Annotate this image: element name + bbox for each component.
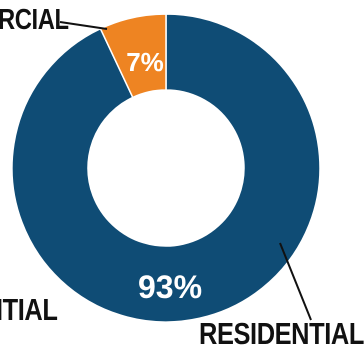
slice-commercial <box>99 13 167 99</box>
slice-residential <box>11 13 321 323</box>
category-label-commercial-partial: RCIAL <box>0 4 69 36</box>
slices-group <box>11 13 321 323</box>
leader-lines-group <box>59 21 312 321</box>
leader-line-commercial <box>59 21 108 30</box>
category-label-residential-partial: ITIAL <box>0 292 58 327</box>
leader-line-residential <box>279 242 312 321</box>
category-label-residential: RESIDENTIAL <box>199 316 364 351</box>
value-label-residential: 93% <box>138 269 202 305</box>
value-label-commercial: 7% <box>126 47 164 77</box>
